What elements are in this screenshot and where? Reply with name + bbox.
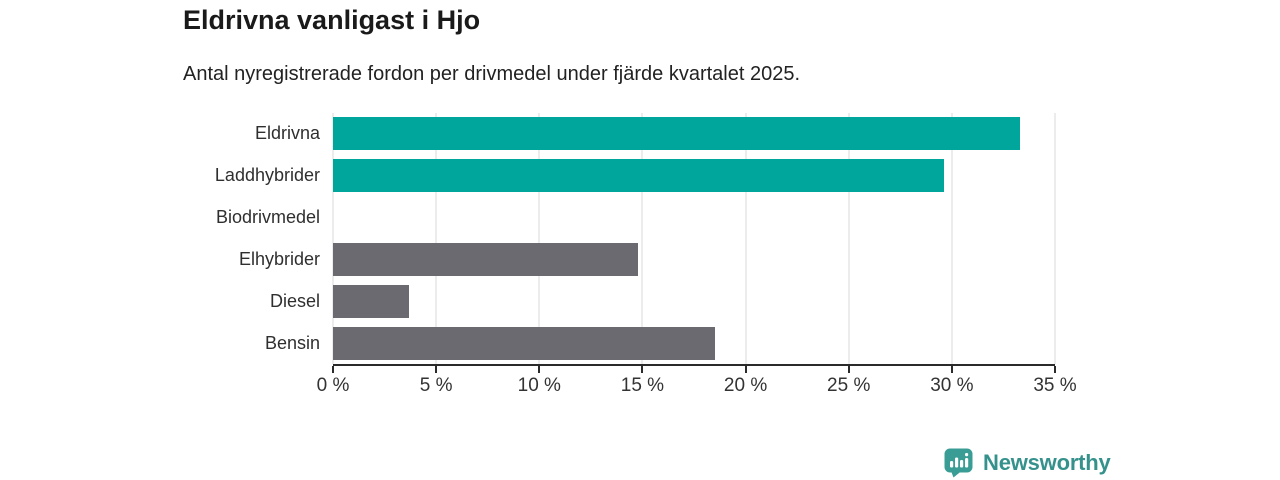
- x-axis-tick-label: 15 %: [620, 375, 665, 396]
- newsworthy-logo: Newsworthy: [944, 448, 1111, 478]
- chart-title: Eldrivna vanligast i Hjo: [183, 5, 481, 35]
- x-axis-tick-label: 5 %: [419, 375, 453, 396]
- logo-mini-bars: [950, 453, 969, 468]
- x-axis-tick: [435, 366, 438, 373]
- bar-row: [333, 322, 1055, 364]
- x-axis-tick-label: 20 %: [723, 375, 768, 396]
- gridline: [848, 113, 850, 364]
- y-axis-label-eldrivna: Eldrivna: [254, 123, 320, 144]
- x-axis-tick: [1054, 366, 1056, 373]
- bar-eldrivna: [333, 117, 1020, 151]
- y-axis-label-bensin: Bensin: [264, 332, 320, 353]
- gridline: [951, 113, 953, 364]
- chart-subtitle: Antal nyregistrerade fordon per drivmede…: [183, 63, 801, 85]
- x-axis: 0 % 5 % 10 % 15 % 20 % 25 % 30 % 35 %: [317, 364, 1077, 402]
- gridline: [538, 113, 540, 364]
- y-axis-label-diesel: Diesel: [269, 290, 320, 311]
- bar-elhybrider: [333, 242, 639, 276]
- logo-bubble: [944, 448, 973, 478]
- gridline: [745, 113, 747, 364]
- x-axis-tick: [950, 366, 953, 373]
- plot-area: [332, 113, 1056, 364]
- x-axis-tick-label: 30 %: [930, 375, 974, 396]
- x-axis-tick: [744, 366, 747, 373]
- bar-row: [333, 113, 1055, 155]
- newsworthy-wordmark: Newsworthy: [983, 450, 1111, 475]
- x-axis-tick: [332, 366, 334, 373]
- x-axis-tick: [847, 366, 850, 373]
- y-axis-label-elhybrider: Elhybrider: [238, 248, 320, 269]
- x-axis-tick-label: 35 %: [1033, 375, 1077, 396]
- bar-diesel: [333, 284, 410, 318]
- bar-laddhybrider: [333, 159, 944, 193]
- y-axis-label-laddhybrider: Laddhybrider: [214, 165, 320, 186]
- x-axis-tick-label: 0 %: [316, 375, 350, 396]
- gridline: [332, 113, 334, 364]
- gridline: [435, 113, 437, 364]
- gridline: [641, 113, 643, 364]
- bar-row: [333, 280, 1055, 322]
- y-axis-label-biodrivmedel: Biodrivmedel: [215, 207, 320, 228]
- x-axis-tick-label: 10 %: [517, 375, 561, 396]
- y-axis-labels: Eldrivna Laddhybrider Biodrivmedel Elhybrid…: [0, 113, 320, 364]
- bar-bensin: [333, 326, 715, 360]
- gridline: [1054, 113, 1056, 364]
- x-axis-tick: [538, 366, 541, 373]
- bar-row: [333, 239, 1055, 281]
- x-axis-tick-label: 25 %: [827, 375, 871, 396]
- x-axis-tick: [641, 366, 644, 373]
- newsworthy-bar-chart-speech-bubble-icon: [944, 448, 973, 478]
- bar-row: [333, 155, 1055, 197]
